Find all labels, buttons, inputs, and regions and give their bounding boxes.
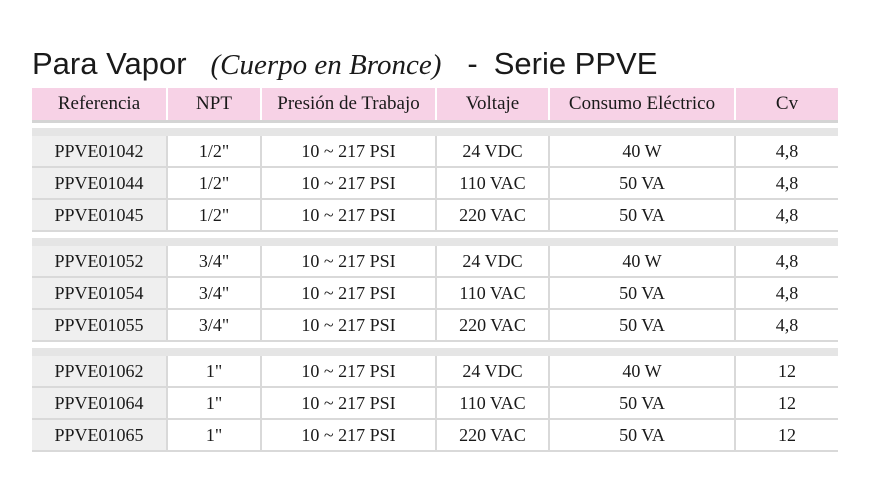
cell-npt: 1/2" bbox=[166, 136, 260, 168]
cell-consumo: 40 W bbox=[548, 136, 734, 168]
cell-presion: 10 ~ 217 PSI bbox=[260, 388, 435, 420]
cell-consumo: 40 W bbox=[548, 356, 734, 388]
row-group: PPVE01062 1" 10 ~ 217 PSI 24 VDC 40 W 12 PPVE0… bbox=[32, 348, 838, 452]
row-group: PPVE01042 1/2" 10 ~ 217 PSI 24 VDC 40 W 4,8 PP… bbox=[32, 128, 838, 232]
cell-referencia: PPVE01064 bbox=[32, 388, 166, 420]
cell-referencia: PPVE01052 bbox=[32, 246, 166, 278]
cell-referencia: PPVE01062 bbox=[32, 356, 166, 388]
cell-voltaje: 110 VAC bbox=[435, 388, 548, 420]
table-row: PPVE01062 1" 10 ~ 217 PSI 24 VDC 40 W 12 bbox=[32, 356, 838, 388]
table-row: PPVE01054 3/4" 10 ~ 217 PSI 110 VAC 50 VA 4,8 bbox=[32, 278, 838, 310]
title-main: Para Vapor bbox=[32, 46, 187, 81]
page-title: Para Vapor (Cuerpo en Bronce) - Serie PP… bbox=[32, 44, 657, 84]
cell-npt: 3/4" bbox=[166, 310, 260, 342]
cell-referencia: PPVE01045 bbox=[32, 200, 166, 232]
cell-referencia: PPVE01055 bbox=[32, 310, 166, 342]
cell-presion: 10 ~ 217 PSI bbox=[260, 278, 435, 310]
header-referencia: Referencia bbox=[32, 88, 166, 120]
cell-npt: 1/2" bbox=[166, 168, 260, 200]
cell-cv: 12 bbox=[734, 388, 838, 420]
cell-npt: 1" bbox=[166, 388, 260, 420]
cell-referencia: PPVE01065 bbox=[32, 420, 166, 452]
cell-presion: 10 ~ 217 PSI bbox=[260, 310, 435, 342]
table-row: PPVE01065 1" 10 ~ 217 PSI 220 VAC 50 VA 12 bbox=[32, 420, 838, 452]
cell-consumo: 50 VA bbox=[548, 420, 734, 452]
cell-referencia: PPVE01042 bbox=[32, 136, 166, 168]
header-presion: Presión de Trabajo bbox=[260, 88, 435, 120]
cell-presion: 10 ~ 217 PSI bbox=[260, 136, 435, 168]
cell-npt: 3/4" bbox=[166, 278, 260, 310]
cell-presion: 10 ~ 217 PSI bbox=[260, 420, 435, 452]
cell-presion: 10 ~ 217 PSI bbox=[260, 200, 435, 232]
spec-table: Referencia NPT Presión de Trabajo Voltaj… bbox=[32, 88, 838, 452]
cell-consumo: 50 VA bbox=[548, 310, 734, 342]
cell-referencia: PPVE01054 bbox=[32, 278, 166, 310]
header-npt: NPT bbox=[166, 88, 260, 120]
cell-consumo: 50 VA bbox=[548, 388, 734, 420]
cell-consumo: 50 VA bbox=[548, 278, 734, 310]
cell-cv: 12 bbox=[734, 420, 838, 452]
cell-voltaje: 110 VAC bbox=[435, 278, 548, 310]
table-row: PPVE01055 3/4" 10 ~ 217 PSI 220 VAC 50 VA 4,8 bbox=[32, 310, 838, 342]
header-voltaje: Voltaje bbox=[435, 88, 548, 120]
cell-npt: 3/4" bbox=[166, 246, 260, 278]
header-consumo: Consumo Eléctrico bbox=[548, 88, 734, 120]
header-cv: Cv bbox=[734, 88, 838, 120]
table-row: PPVE01052 3/4" 10 ~ 217 PSI 24 VDC 40 W 4,8 bbox=[32, 246, 838, 278]
table-row: PPVE01064 1" 10 ~ 217 PSI 110 VAC 50 VA 12 bbox=[32, 388, 838, 420]
cell-npt: 1/2" bbox=[166, 200, 260, 232]
cell-cv: 4,8 bbox=[734, 200, 838, 232]
cell-voltaje: 220 VAC bbox=[435, 420, 548, 452]
table-row: PPVE01042 1/2" 10 ~ 217 PSI 24 VDC 40 W 4,8 bbox=[32, 136, 838, 168]
cell-cv: 4,8 bbox=[734, 278, 838, 310]
cell-presion: 10 ~ 217 PSI bbox=[260, 246, 435, 278]
cell-voltaje: 24 VDC bbox=[435, 136, 548, 168]
cell-cv: 4,8 bbox=[734, 246, 838, 278]
cell-consumo: 50 VA bbox=[548, 200, 734, 232]
title-subtitle: (Cuerpo en Bronce) bbox=[210, 49, 442, 81]
cell-consumo: 40 W bbox=[548, 246, 734, 278]
table-header-row: Referencia NPT Presión de Trabajo Voltaj… bbox=[32, 88, 838, 123]
cell-voltaje: 220 VAC bbox=[435, 200, 548, 232]
cell-voltaje: 24 VDC bbox=[435, 356, 548, 388]
cell-voltaje: 24 VDC bbox=[435, 246, 548, 278]
title-separator: - bbox=[467, 46, 478, 81]
cell-npt: 1" bbox=[166, 420, 260, 452]
cell-npt: 1" bbox=[166, 356, 260, 388]
cell-voltaje: 110 VAC bbox=[435, 168, 548, 200]
title-series: Serie PPVE bbox=[493, 46, 658, 81]
table-body: PPVE01042 1/2" 10 ~ 217 PSI 24 VDC 40 W 4,8 PP… bbox=[32, 128, 838, 452]
cell-voltaje: 220 VAC bbox=[435, 310, 548, 342]
cell-presion: 10 ~ 217 PSI bbox=[260, 356, 435, 388]
cell-cv: 4,8 bbox=[734, 310, 838, 342]
table-row: PPVE01045 1/2" 10 ~ 217 PSI 220 VAC 50 VA 4,8 bbox=[32, 200, 838, 232]
cell-consumo: 50 VA bbox=[548, 168, 734, 200]
row-group: PPVE01052 3/4" 10 ~ 217 PSI 24 VDC 40 W 4,8 PP… bbox=[32, 238, 838, 342]
cell-referencia: PPVE01044 bbox=[32, 168, 166, 200]
table-row: PPVE01044 1/2" 10 ~ 217 PSI 110 VAC 50 VA 4,8 bbox=[32, 168, 838, 200]
cell-cv: 4,8 bbox=[734, 168, 838, 200]
cell-presion: 10 ~ 217 PSI bbox=[260, 168, 435, 200]
cell-cv: 12 bbox=[734, 356, 838, 388]
cell-cv: 4,8 bbox=[734, 136, 838, 168]
